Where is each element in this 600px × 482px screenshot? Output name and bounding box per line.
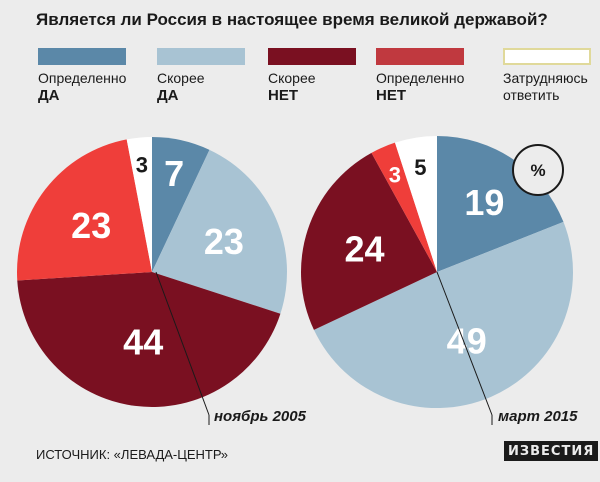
legend-label-strong: ДА xyxy=(38,87,60,104)
pie-value-label: 3 xyxy=(136,152,148,177)
legend-swatch xyxy=(376,48,464,65)
pie-slice-rather-no xyxy=(301,152,437,330)
legend-label-strong: НЕТ xyxy=(268,87,298,104)
legend-label: Определенно xyxy=(376,70,465,86)
pie-value-label: 7 xyxy=(164,153,184,194)
legend-item-hard-to-say: Затрудняюсь ответить xyxy=(503,48,598,104)
legend-label-strong: НЕТ xyxy=(376,87,406,104)
caption-label: ноябрь 2005 xyxy=(214,408,307,425)
pie-slice-definitely-yes xyxy=(152,137,210,272)
pie-chart-2015: 19 49 24 3 5 xyxy=(301,136,573,408)
legend-label-strong: ДА xyxy=(157,87,179,104)
pie-slice-rather-yes xyxy=(152,149,287,314)
pie-value-label: 24 xyxy=(345,228,385,269)
legend-item-definitely-no: Определенно НЕТ xyxy=(376,48,496,104)
pie-slice-rather-yes xyxy=(313,221,573,408)
legend-swatch xyxy=(268,48,356,65)
source-note: ИСТОЧНИК: «ЛЕВАДА-ЦЕНТР» xyxy=(36,447,229,462)
caption-leader-line xyxy=(436,271,493,416)
legend-label: Скорее xyxy=(157,70,205,86)
pie-value-label: 23 xyxy=(204,221,244,262)
legend-item-rather-no: Скорее НЕТ xyxy=(268,48,388,104)
caption-2015: март 2015 xyxy=(436,271,578,425)
legend-swatch xyxy=(503,48,591,65)
caption-label: март 2015 xyxy=(498,408,578,425)
izvestia-logo: ИЗВЕСТИЯ xyxy=(504,441,599,461)
legend-swatch xyxy=(157,48,245,65)
legend-item-definitely-yes: Определенно ДА xyxy=(38,48,158,104)
pie-chart-2005: 7 23 44 23 3 xyxy=(17,137,287,407)
pie-value-label: 49 xyxy=(447,321,487,362)
legend-label: Скорее xyxy=(268,70,316,86)
pie-value-label: 23 xyxy=(71,205,111,246)
legend-swatch xyxy=(38,48,126,65)
caption-leader-line xyxy=(155,271,210,416)
percent-badge: % xyxy=(512,144,564,196)
chart-title: Является ли Россия в настоящее время вел… xyxy=(36,10,548,29)
legend-label: Определенно xyxy=(38,70,127,86)
legend-item-rather-yes: Скорее ДА xyxy=(157,48,277,104)
pie-value-label: 19 xyxy=(464,182,504,223)
caption-2005: ноябрь 2005 xyxy=(155,271,307,425)
pie-value-label: 5 xyxy=(414,155,426,180)
pie-slice-definitely-no xyxy=(17,139,152,281)
pie-value-label: 3 xyxy=(389,163,401,188)
pie-slice-definitely-no xyxy=(371,142,437,272)
pie-slice-hard-to-say xyxy=(126,137,152,272)
pie-slice-hard-to-say xyxy=(394,136,437,272)
percent-symbol: % xyxy=(530,161,545,180)
legend-label: Затрудняюсь ответить xyxy=(503,70,588,103)
pie-value-label: 44 xyxy=(123,322,163,363)
pie-slice-rather-no xyxy=(17,272,281,407)
pie-slice-definitely-yes xyxy=(437,136,564,272)
percent-circle xyxy=(512,144,564,196)
